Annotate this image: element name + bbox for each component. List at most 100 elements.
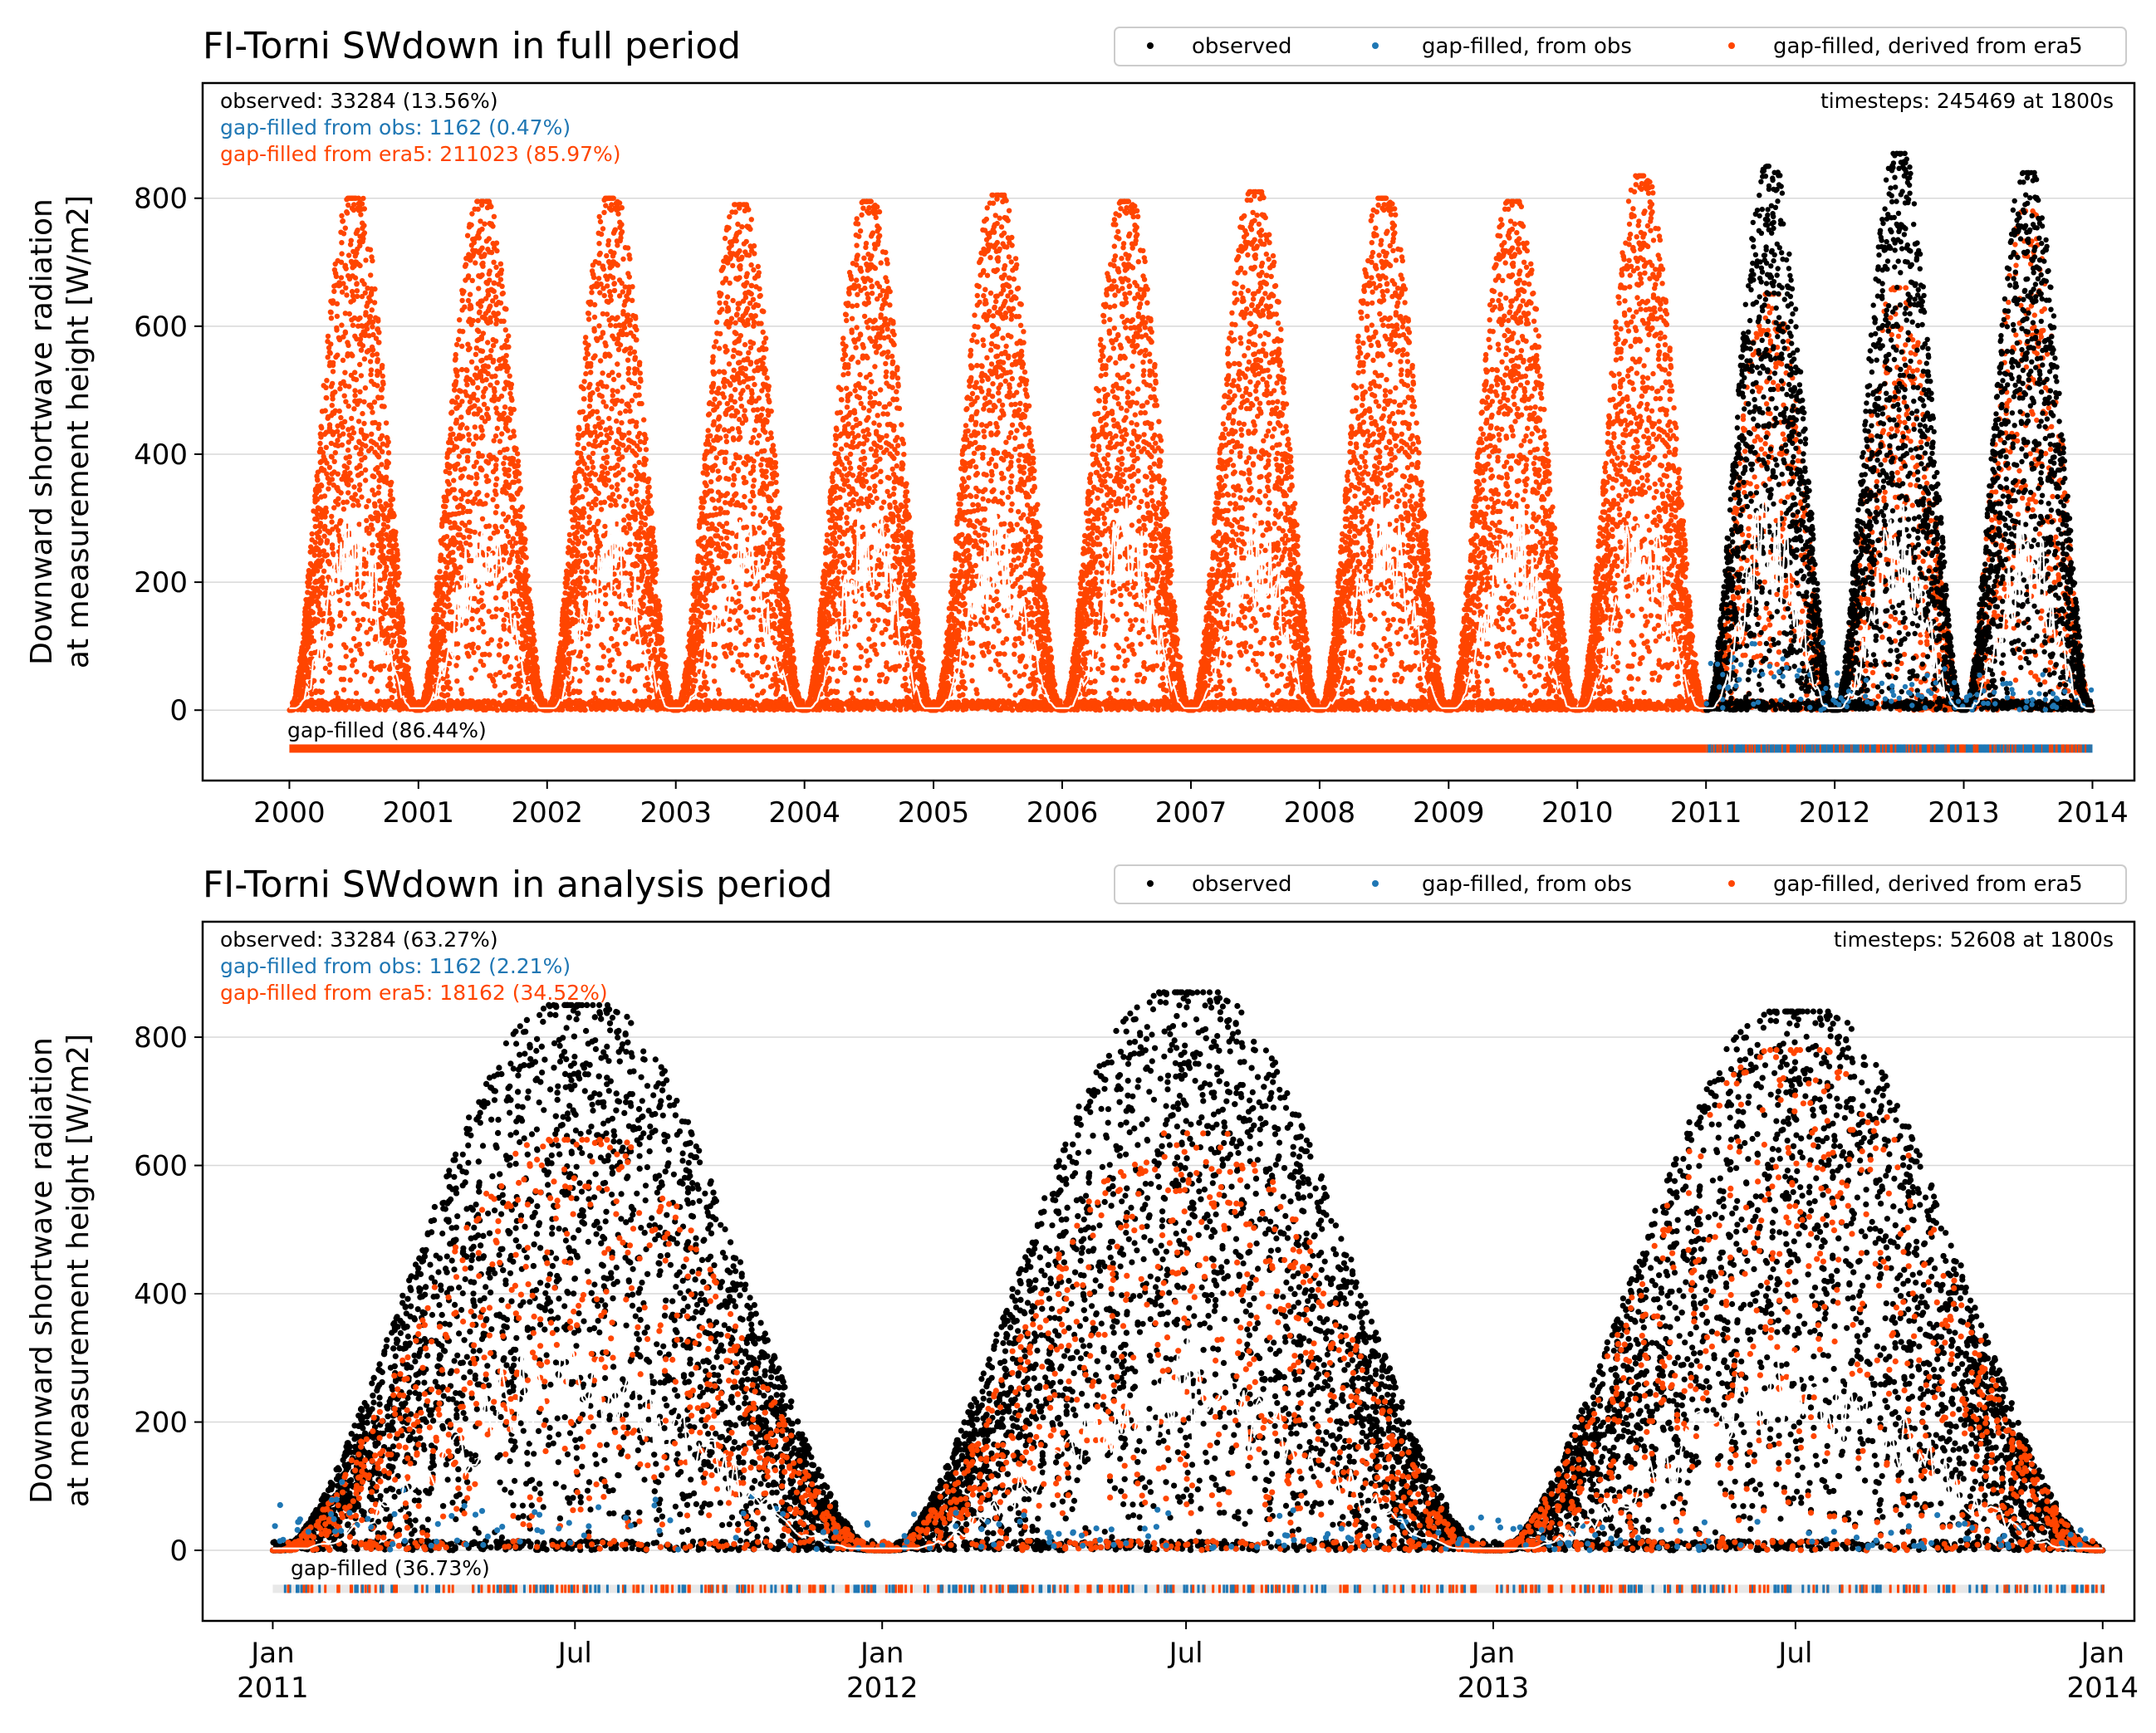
data-point — [321, 534, 326, 539]
data-point — [477, 309, 482, 314]
data-point — [309, 705, 314, 710]
data-point — [355, 465, 360, 470]
data-point — [376, 484, 381, 489]
data-point — [379, 546, 384, 551]
data-point — [447, 482, 452, 487]
data-point — [342, 463, 347, 468]
data-point — [491, 343, 496, 348]
data-point — [520, 641, 525, 646]
data-point — [356, 521, 361, 526]
data-point — [316, 617, 321, 622]
data-point — [314, 490, 319, 495]
data-point — [313, 564, 318, 569]
data-point — [334, 326, 339, 330]
data-point — [336, 589, 341, 594]
data-point — [509, 395, 514, 400]
data-point — [385, 625, 390, 630]
data-point — [341, 665, 346, 670]
data-point — [370, 409, 375, 414]
data-point — [464, 368, 469, 373]
data-point — [331, 289, 336, 294]
data-point — [336, 258, 341, 263]
data-point — [303, 667, 308, 672]
data-point — [317, 611, 322, 616]
data-point — [320, 678, 325, 683]
data-point — [380, 609, 385, 614]
data-point — [360, 617, 365, 622]
data-point — [362, 356, 367, 361]
data-point — [493, 433, 498, 438]
data-point — [510, 462, 515, 467]
data-point — [321, 569, 326, 574]
data-point — [478, 274, 483, 279]
data-point — [329, 519, 334, 524]
data-point — [396, 570, 401, 575]
data-point — [395, 557, 400, 562]
data-point — [362, 333, 367, 338]
data-point — [312, 516, 317, 521]
data-point — [370, 320, 375, 325]
data-point — [379, 387, 384, 392]
data-point — [372, 300, 377, 305]
data-point — [349, 317, 354, 322]
data-point — [350, 249, 355, 254]
data-point — [341, 335, 345, 340]
data-point — [402, 639, 407, 644]
data-point — [325, 540, 330, 545]
data-point — [502, 690, 507, 695]
data-point — [368, 272, 373, 277]
data-point — [457, 388, 462, 393]
data-point — [378, 586, 383, 591]
data-point — [507, 406, 512, 411]
data-point — [295, 680, 300, 685]
data-point — [503, 479, 508, 484]
data-point — [345, 448, 350, 453]
data-point — [347, 311, 352, 316]
data-point — [506, 333, 511, 338]
data-point — [335, 487, 340, 492]
data-point — [391, 688, 396, 693]
data-point — [384, 420, 389, 425]
data-point — [338, 613, 343, 618]
data-point — [336, 443, 341, 448]
data-point — [466, 275, 471, 280]
data-point — [369, 367, 374, 372]
data-point — [380, 374, 385, 379]
data-point — [396, 607, 401, 612]
data-point — [494, 504, 499, 509]
data-point — [513, 606, 518, 611]
data-point — [503, 551, 508, 556]
data-point — [366, 498, 371, 503]
data-point — [359, 698, 364, 703]
data-point — [488, 536, 492, 541]
data-point — [359, 373, 364, 378]
data-point — [385, 518, 390, 523]
data-point — [491, 497, 496, 502]
data-point — [455, 394, 460, 399]
data-point — [345, 490, 350, 495]
data-point — [523, 567, 528, 572]
data-point — [322, 526, 327, 531]
data-point — [380, 404, 385, 409]
data-point — [339, 213, 344, 218]
data-point — [352, 388, 357, 393]
data-point — [324, 472, 329, 477]
data-point — [331, 707, 336, 712]
data-point — [305, 644, 310, 649]
data-point — [311, 590, 316, 595]
data-point — [381, 633, 386, 638]
data-point — [327, 350, 332, 355]
data-point — [354, 445, 359, 450]
data-point — [368, 247, 373, 252]
data-point — [336, 335, 341, 340]
data-point — [314, 473, 319, 478]
data-point — [370, 347, 375, 352]
data-point — [330, 477, 335, 482]
data-point — [378, 473, 383, 478]
data-point — [333, 450, 338, 455]
data-point — [317, 441, 322, 446]
data-point — [326, 631, 331, 636]
data-point — [465, 499, 470, 504]
data-point — [361, 421, 366, 426]
